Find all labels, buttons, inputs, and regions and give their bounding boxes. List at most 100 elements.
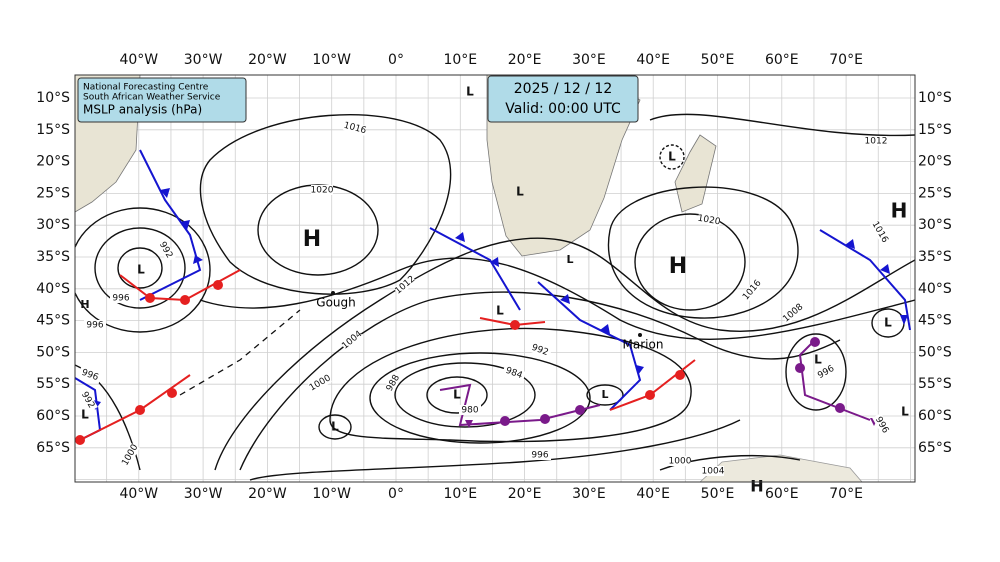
isobar-label: 1000 bbox=[669, 457, 692, 467]
isobar bbox=[586, 384, 624, 406]
lon-label: 10°E bbox=[443, 52, 477, 68]
pressure-system: L bbox=[566, 253, 573, 266]
lat-label: 65°S bbox=[918, 440, 952, 456]
lon-label: 20°W bbox=[248, 52, 287, 68]
isobar-label: 980 bbox=[461, 406, 478, 416]
isobar-label: 996 bbox=[531, 451, 548, 461]
isobar-label-bg bbox=[697, 213, 721, 227]
pressure-system: L bbox=[466, 85, 474, 99]
lat-label: 40°S bbox=[36, 281, 70, 297]
pressure-system: L bbox=[601, 388, 608, 401]
isobar bbox=[394, 362, 536, 428]
lat-label: 55°S bbox=[36, 376, 70, 392]
isobar-label-bg bbox=[781, 302, 805, 324]
warm-front-markers bbox=[75, 280, 685, 445]
pressure-system: H bbox=[750, 477, 763, 496]
isobar bbox=[94, 227, 186, 309]
isobar bbox=[659, 144, 685, 170]
isobar-label-bg bbox=[307, 373, 333, 393]
isobars bbox=[75, 113, 915, 481]
isobar bbox=[649, 113, 915, 137]
lon-label: 20°W bbox=[248, 486, 287, 502]
isobar-label-bg bbox=[110, 293, 132, 303]
isobar bbox=[785, 333, 847, 411]
pressure-system: L bbox=[901, 405, 909, 419]
valid-box-background bbox=[487, 75, 639, 123]
isobar-label-bg bbox=[77, 366, 103, 384]
lon-label: 30°W bbox=[184, 52, 223, 68]
lat-label: 60°S bbox=[36, 408, 70, 424]
pressure-system: L bbox=[81, 408, 89, 422]
isobar-label-bg bbox=[870, 219, 890, 245]
lon-label: 0° bbox=[388, 486, 404, 502]
place-marker bbox=[638, 333, 642, 337]
isobar bbox=[369, 352, 591, 444]
isobar bbox=[329, 327, 692, 443]
isobar-label-bg bbox=[865, 136, 887, 146]
isobar-label-bg bbox=[813, 362, 839, 382]
info-box-background bbox=[77, 77, 247, 123]
isobar bbox=[117, 247, 163, 289]
lat-label: 45°S bbox=[36, 313, 70, 329]
lat-label: 30°S bbox=[36, 217, 70, 233]
isobar-label-bg bbox=[393, 274, 417, 296]
lat-label: 30°S bbox=[918, 217, 952, 233]
isobar-label: 1012 bbox=[865, 137, 888, 147]
isobar bbox=[607, 186, 799, 319]
cold-front bbox=[139, 149, 202, 301]
isobar-label-bg bbox=[741, 278, 763, 302]
isobar bbox=[214, 237, 915, 471]
cold-front bbox=[537, 281, 642, 411]
lon-label: 40°E bbox=[636, 486, 670, 502]
lon-label: 30°E bbox=[572, 52, 606, 68]
pressure-system: L bbox=[496, 304, 504, 318]
pressure-system: H bbox=[80, 298, 89, 311]
lat-label: 15°S bbox=[36, 122, 70, 138]
lat-label: 25°S bbox=[918, 185, 952, 201]
isobar bbox=[239, 291, 841, 471]
pressure-system: L bbox=[331, 420, 339, 434]
lon-label: 40°W bbox=[119, 486, 158, 502]
place-marker bbox=[331, 291, 335, 295]
antarctica bbox=[699, 454, 863, 482]
isobar bbox=[318, 414, 352, 440]
lon-label: 20°E bbox=[508, 52, 542, 68]
pressure-system: H bbox=[303, 227, 321, 252]
occluded-markers bbox=[465, 337, 878, 428]
isobar bbox=[634, 213, 746, 311]
isobar-label-bg bbox=[702, 466, 724, 476]
isobar bbox=[199, 257, 915, 340]
isobar-label: 1004 bbox=[702, 467, 725, 477]
isobar-label: 996 bbox=[86, 321, 103, 331]
valid-time: Valid: 00:00 UTC bbox=[505, 101, 621, 117]
isobar-label-bg bbox=[311, 185, 333, 195]
trough bbox=[179, 309, 301, 396]
lon-label: 10°E bbox=[443, 486, 477, 502]
lat-label: 15°S bbox=[918, 122, 952, 138]
lat-label: 20°S bbox=[36, 154, 70, 170]
lon-label: 30°E bbox=[572, 486, 606, 502]
lon-label: 50°E bbox=[701, 486, 735, 502]
isobar bbox=[249, 419, 741, 481]
lon-label: 40°E bbox=[636, 52, 670, 68]
isobar-label-bg bbox=[501, 364, 527, 382]
lon-label: 10°W bbox=[312, 52, 351, 68]
isobar-label-bg bbox=[84, 320, 106, 330]
isobar-label-bg bbox=[529, 450, 551, 460]
place-name: Marion bbox=[623, 338, 664, 352]
lon-label: 70°E bbox=[829, 52, 863, 68]
madagascar bbox=[674, 134, 717, 213]
pressure-system: L bbox=[668, 150, 676, 164]
pressure-system: L bbox=[814, 353, 822, 367]
lat-label: 35°S bbox=[918, 249, 952, 265]
isobar-label-bg bbox=[383, 370, 403, 396]
isobar-label-bg bbox=[120, 442, 140, 468]
isobar bbox=[75, 207, 211, 333]
valid-box: 2025 / 12 / 12 Valid: 00:00 UTC bbox=[487, 75, 639, 123]
warm-front bbox=[119, 269, 241, 302]
isobar-label: 996 bbox=[112, 294, 129, 304]
isobar-label-bg bbox=[872, 412, 892, 438]
lon-label: 70°E bbox=[829, 486, 863, 502]
lat-label: 65°S bbox=[36, 440, 70, 456]
